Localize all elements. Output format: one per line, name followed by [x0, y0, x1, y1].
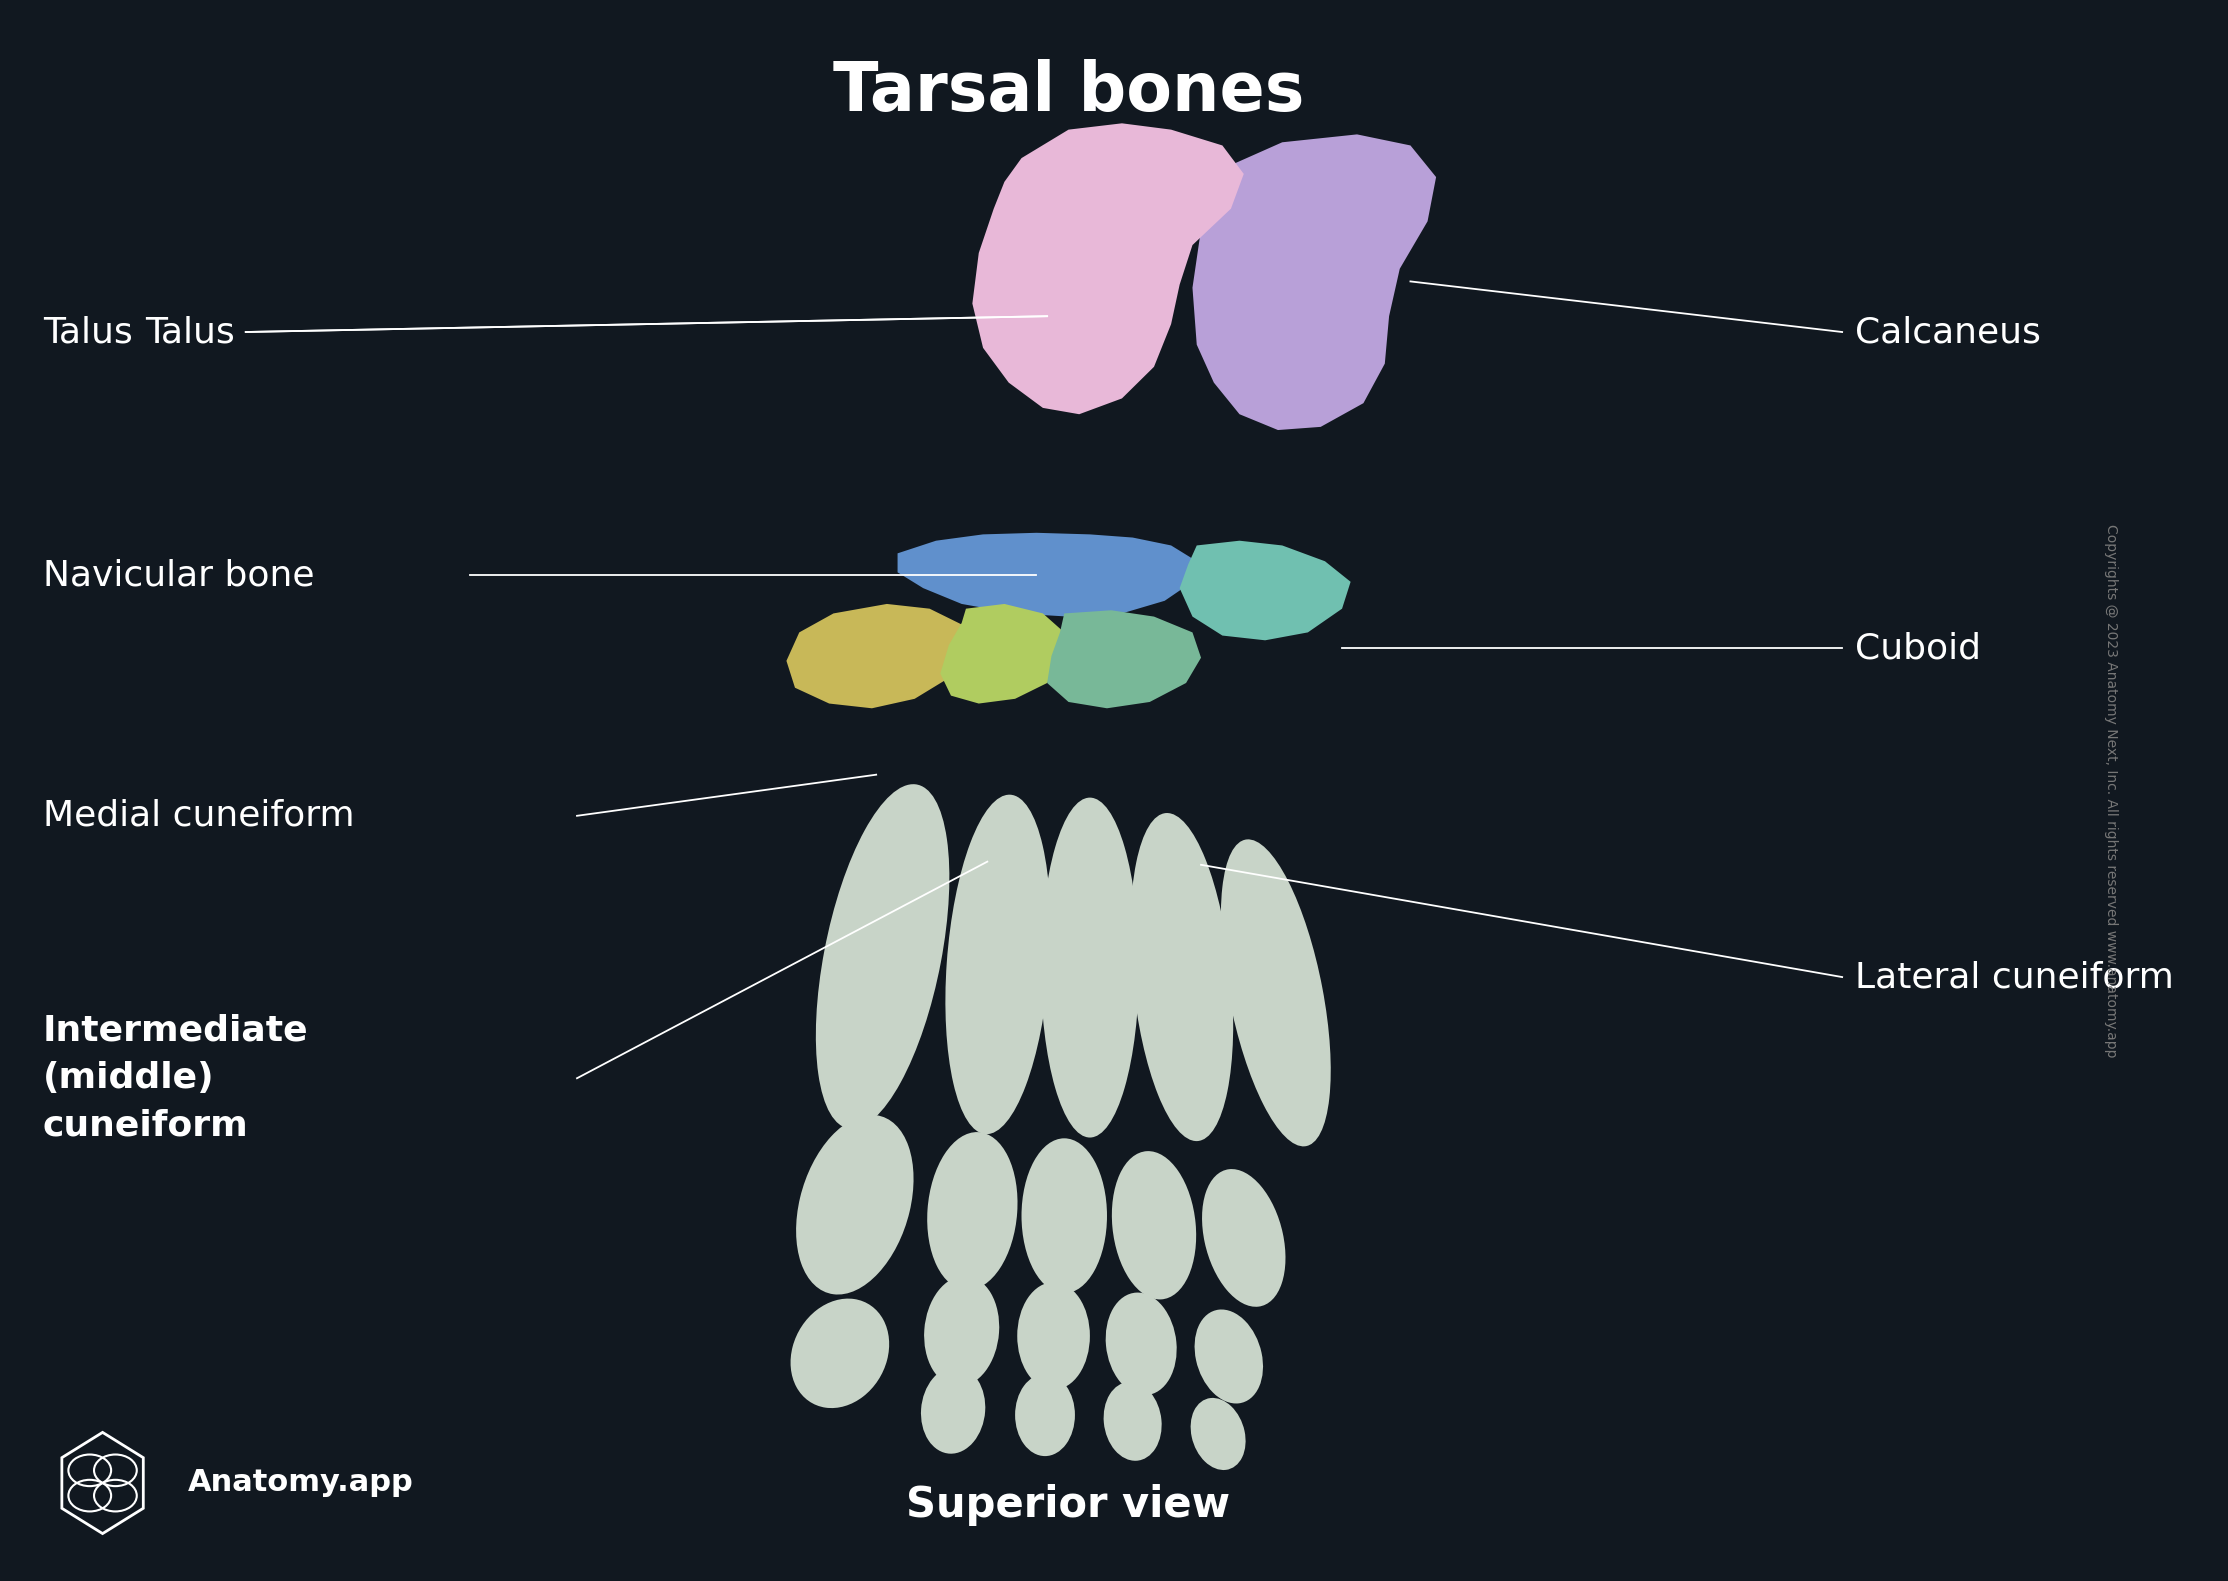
Ellipse shape	[795, 1115, 913, 1295]
Text: Lateral cuneiform: Lateral cuneiform	[1856, 960, 2175, 994]
Ellipse shape	[925, 1276, 998, 1387]
Polygon shape	[940, 604, 1065, 704]
Polygon shape	[898, 533, 1196, 617]
Polygon shape	[1179, 541, 1350, 640]
Ellipse shape	[1190, 1398, 1245, 1470]
Polygon shape	[786, 604, 967, 708]
Ellipse shape	[1020, 1138, 1107, 1293]
Ellipse shape	[1105, 1293, 1176, 1394]
Ellipse shape	[945, 795, 1052, 1134]
Ellipse shape	[1112, 1151, 1196, 1300]
Text: Medial cuneiform: Medial cuneiform	[42, 798, 354, 833]
Text: Intermediate
(middle)
cuneiform: Intermediate (middle) cuneiform	[42, 1013, 307, 1143]
Text: Talus: Talus	[42, 315, 131, 349]
Ellipse shape	[1016, 1374, 1074, 1456]
Text: Copyrights @ 2023 Anatomy Next, Inc. All rights reserved www.anatomy.app: Copyrights @ 2023 Anatomy Next, Inc. All…	[2105, 523, 2119, 1058]
Text: Superior view: Superior view	[907, 1485, 1230, 1526]
Polygon shape	[1047, 610, 1201, 708]
Ellipse shape	[1194, 1309, 1263, 1404]
Ellipse shape	[815, 784, 949, 1129]
Text: Navicular bone: Navicular bone	[42, 558, 314, 593]
Ellipse shape	[791, 1298, 889, 1409]
Ellipse shape	[1040, 797, 1139, 1138]
Ellipse shape	[1221, 840, 1330, 1146]
Polygon shape	[971, 123, 1243, 414]
Text: Tarsal bones: Tarsal bones	[833, 58, 1303, 125]
Ellipse shape	[1018, 1282, 1089, 1390]
Ellipse shape	[1130, 813, 1234, 1141]
Polygon shape	[1192, 134, 1437, 430]
Text: Anatomy.app: Anatomy.app	[187, 1469, 414, 1497]
Text: Calcaneus: Calcaneus	[1856, 315, 2041, 349]
Text: Talus: Talus	[145, 315, 236, 349]
Ellipse shape	[927, 1132, 1018, 1290]
Ellipse shape	[920, 1368, 985, 1453]
Ellipse shape	[1203, 1168, 1286, 1307]
Text: Cuboid: Cuboid	[1856, 631, 1981, 666]
Ellipse shape	[1103, 1382, 1161, 1461]
